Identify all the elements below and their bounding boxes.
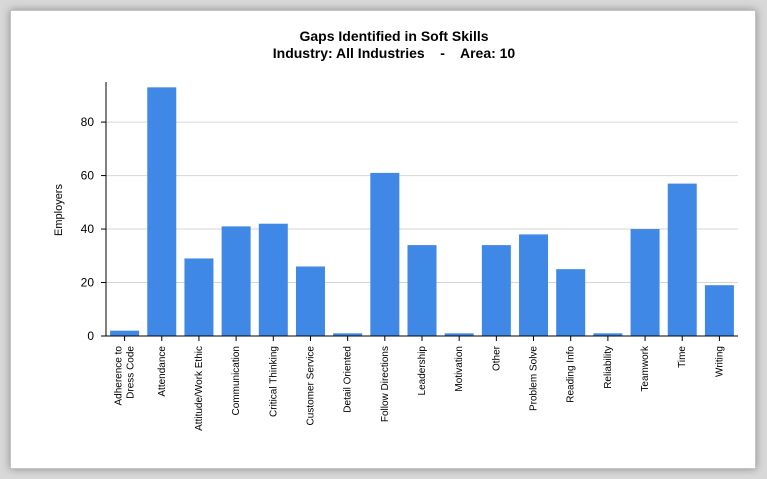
x-category-label: Adherence to <box>114 346 125 406</box>
x-category-label: Dress Code <box>126 346 137 399</box>
bar <box>110 330 140 336</box>
bar <box>147 87 177 336</box>
bar <box>667 183 697 336</box>
x-category-label: Other <box>491 345 502 371</box>
bar <box>221 226 251 336</box>
y-tick-label: 0 <box>87 329 94 343</box>
x-category-label: Attendance <box>157 346 168 397</box>
x-category-label: Time <box>677 346 688 368</box>
x-category-label: Motivation <box>454 346 465 392</box>
y-tick-label: 40 <box>81 222 95 236</box>
bars <box>110 87 734 336</box>
x-category-label: Teamwork <box>640 345 651 392</box>
bar <box>258 223 288 336</box>
bar <box>704 285 734 336</box>
bar <box>407 245 437 336</box>
bar <box>444 333 474 336</box>
x-category-labels: Adherence to Dress Code Attendance Attitude… <box>114 345 726 431</box>
chart-title: Gaps Identified in Soft Skills <box>299 28 488 44</box>
y-tick-label: 20 <box>81 276 95 290</box>
x-category-label: Follow Directions <box>380 346 391 422</box>
bar <box>556 269 586 336</box>
chart-subtitle: Industry: All Industries - Area: 10 <box>273 45 516 61</box>
bar <box>481 245 511 336</box>
x-category-label: Reading Info <box>566 346 577 403</box>
bar <box>593 333 623 336</box>
axes <box>101 82 738 341</box>
y-tick-label: 60 <box>81 169 95 183</box>
bar <box>333 333 363 336</box>
x-category-label: Customer Service <box>305 346 316 426</box>
bar <box>184 258 214 336</box>
x-category-label: Detail Oriented <box>343 346 354 413</box>
x-category-label: Leadership <box>417 346 428 396</box>
bar <box>370 172 400 336</box>
bar <box>630 229 660 336</box>
x-category-label: Writing <box>714 346 725 377</box>
bar <box>519 234 549 336</box>
x-category-label: Critical Thinking <box>268 346 279 417</box>
bar <box>295 266 325 336</box>
x-category-label: Communication <box>231 346 242 415</box>
x-category-label: Problem Solve <box>529 346 540 411</box>
x-category-label: Reliability <box>603 346 614 389</box>
y-tick-labels: 0 20 40 60 80 <box>81 115 95 343</box>
y-axis-title: Employers <box>53 184 65 236</box>
x-category-label: Attitude/Work Ethic <box>194 346 205 431</box>
y-tick-label: 80 <box>81 115 95 129</box>
